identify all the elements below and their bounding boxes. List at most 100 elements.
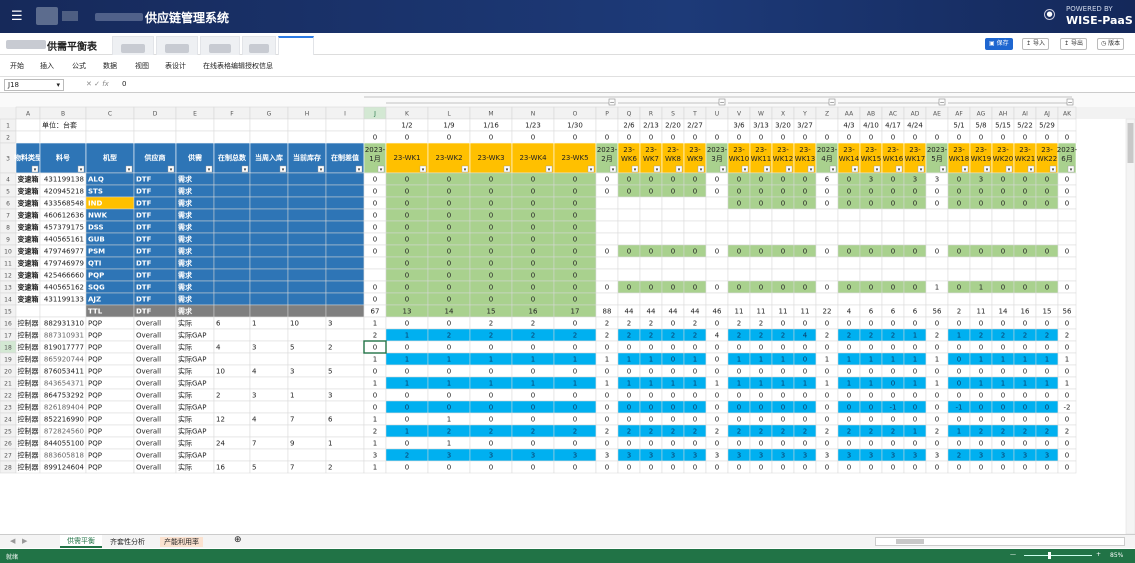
cell bbox=[837, 208, 861, 222]
cell bbox=[249, 448, 289, 462]
tab-3[interactable] bbox=[156, 36, 198, 55]
column-letter: K bbox=[405, 111, 410, 118]
filter-dropdown-icon bbox=[851, 165, 859, 173]
sheet-tab-supply-demand[interactable]: 供需平衡 bbox=[60, 535, 102, 548]
version-button[interactable]: ◷ 版本 bbox=[1097, 38, 1125, 50]
filter-arrow: ▾ bbox=[788, 167, 791, 173]
cell-text: 0 bbox=[1045, 415, 1049, 423]
name-box[interactable]: J18 ▾ bbox=[4, 79, 64, 91]
cell bbox=[859, 220, 883, 234]
ribbon-data[interactable]: 数据 bbox=[103, 62, 117, 70]
grid-canvas[interactable]: − − − − −A B C D E F G H I J K L M N O P Q R S T U V W X Y Z AA AB AC AD A… bbox=[0, 93, 1135, 534]
header-text: WK15 bbox=[861, 155, 881, 163]
column-letter: O bbox=[573, 111, 578, 118]
column-letter: G bbox=[267, 111, 272, 118]
add-sheet-icon[interactable]: ⊕ bbox=[234, 535, 242, 545]
cell-text: 0 bbox=[869, 319, 873, 327]
ribbon-table-design[interactable]: 表设计 bbox=[165, 62, 186, 70]
column-letter: AF bbox=[955, 111, 963, 118]
cell-text: DTF bbox=[136, 211, 152, 219]
cell bbox=[661, 268, 685, 282]
cell bbox=[1057, 268, 1077, 282]
cell-text: 0 bbox=[781, 199, 785, 207]
tab-2[interactable] bbox=[112, 36, 154, 55]
sheet-tab-capacity[interactable]: 产能利用率 bbox=[160, 537, 203, 547]
sheet-tab-kitting[interactable]: 齐套性分析 bbox=[110, 538, 145, 546]
ribbon-license-info[interactable]: 在线表格编辑授权信息 bbox=[203, 62, 273, 70]
cell-text: 2 bbox=[447, 331, 451, 339]
scroll-left-icon[interactable]: ◀ bbox=[10, 537, 16, 545]
cell-text: 0 bbox=[825, 463, 829, 471]
cell-text: 0 bbox=[1065, 187, 1069, 195]
save-button[interactable]: ▣ 保存 bbox=[985, 38, 1013, 50]
fx-icon[interactable]: ✕ ✓ fx bbox=[86, 80, 109, 88]
cell-text: 0 bbox=[573, 295, 577, 303]
import-button[interactable]: ↥ 导入 bbox=[1022, 38, 1049, 50]
cell-text: Overall bbox=[136, 343, 161, 351]
cell-text: 4 bbox=[216, 343, 221, 351]
filter-arrow: ▾ bbox=[1008, 167, 1011, 173]
hamburger-icon[interactable]: ☰ bbox=[11, 9, 23, 24]
cell bbox=[39, 304, 87, 318]
cell-text: 2 bbox=[935, 331, 939, 339]
cell bbox=[213, 172, 251, 186]
cell-text: 0 bbox=[605, 403, 609, 411]
cell-text: 1 bbox=[447, 379, 451, 387]
cell-text: 3/27 bbox=[797, 121, 813, 129]
formula-value[interactable]: 0 bbox=[122, 80, 127, 88]
cell-text: 0 bbox=[373, 391, 377, 399]
zoom-slider[interactable] bbox=[1024, 552, 1092, 559]
cell bbox=[325, 208, 365, 222]
cell-text: Overall bbox=[136, 463, 161, 471]
cell-text: 0 bbox=[373, 199, 377, 207]
cell bbox=[213, 376, 251, 390]
zoom-out-icon[interactable]: — bbox=[1010, 551, 1016, 558]
cell-text: 0 bbox=[1001, 343, 1005, 351]
cell-text: 0 bbox=[447, 271, 451, 279]
cell-text: 3 bbox=[447, 451, 451, 459]
ribbon-start[interactable]: 开始 bbox=[10, 62, 24, 70]
ribbon-formula[interactable]: 公式 bbox=[72, 62, 86, 70]
cell bbox=[903, 268, 927, 282]
cell-text: DTF bbox=[136, 199, 152, 207]
cell bbox=[903, 220, 927, 234]
scroll-right-icon[interactable]: ▶ bbox=[22, 537, 28, 545]
cell bbox=[639, 232, 663, 246]
zoom-level: 85% bbox=[1110, 552, 1124, 559]
horizontal-scrollbar[interactable] bbox=[875, 537, 1125, 546]
cell bbox=[1013, 220, 1037, 234]
zoom-in-icon[interactable]: + bbox=[1096, 551, 1102, 558]
cell-text: 2 bbox=[935, 427, 939, 435]
cell-text: 1 bbox=[605, 355, 609, 363]
cell-text: 实际GAP bbox=[178, 354, 206, 363]
spreadsheet-grid[interactable]: − − − − − A B C D E F G H I J K L M N O P Q R S T U V W X Y Z AA AB AC AD A… bbox=[0, 93, 1135, 534]
cell-text: 0 bbox=[489, 223, 493, 231]
user-icon[interactable]: ● bbox=[1044, 9, 1055, 20]
ribbon-insert[interactable]: 插入 bbox=[40, 62, 54, 70]
cell-text: 0 bbox=[405, 319, 409, 327]
cell-text: 2 bbox=[489, 319, 493, 327]
export-button[interactable]: ↥ 导出 bbox=[1060, 38, 1087, 50]
cell-text: 0 bbox=[573, 187, 577, 195]
cell bbox=[969, 208, 993, 222]
header-text: WK11 bbox=[751, 155, 771, 163]
cell-text: DTF bbox=[136, 175, 152, 183]
tab-active[interactable] bbox=[278, 36, 314, 55]
cell-text: 0 bbox=[803, 391, 807, 399]
row-number: 8 bbox=[6, 224, 10, 231]
cell bbox=[859, 208, 883, 222]
tab-4[interactable] bbox=[200, 36, 240, 55]
cell bbox=[213, 424, 251, 438]
tab-5[interactable] bbox=[242, 36, 276, 55]
cell-text: 0 bbox=[847, 463, 851, 471]
vertical-scrollbar bbox=[1125, 118, 1135, 534]
cell bbox=[15, 304, 41, 318]
ribbon-view[interactable]: 视图 bbox=[135, 62, 149, 70]
column-letter: W bbox=[758, 111, 764, 118]
cell-text: 0 bbox=[847, 367, 851, 375]
cell bbox=[1035, 292, 1059, 306]
cell-text: 0 bbox=[405, 187, 409, 195]
cell-text: 0 bbox=[825, 283, 829, 291]
cell-text: 0 bbox=[935, 415, 939, 423]
cell-text: 0 bbox=[935, 187, 939, 195]
